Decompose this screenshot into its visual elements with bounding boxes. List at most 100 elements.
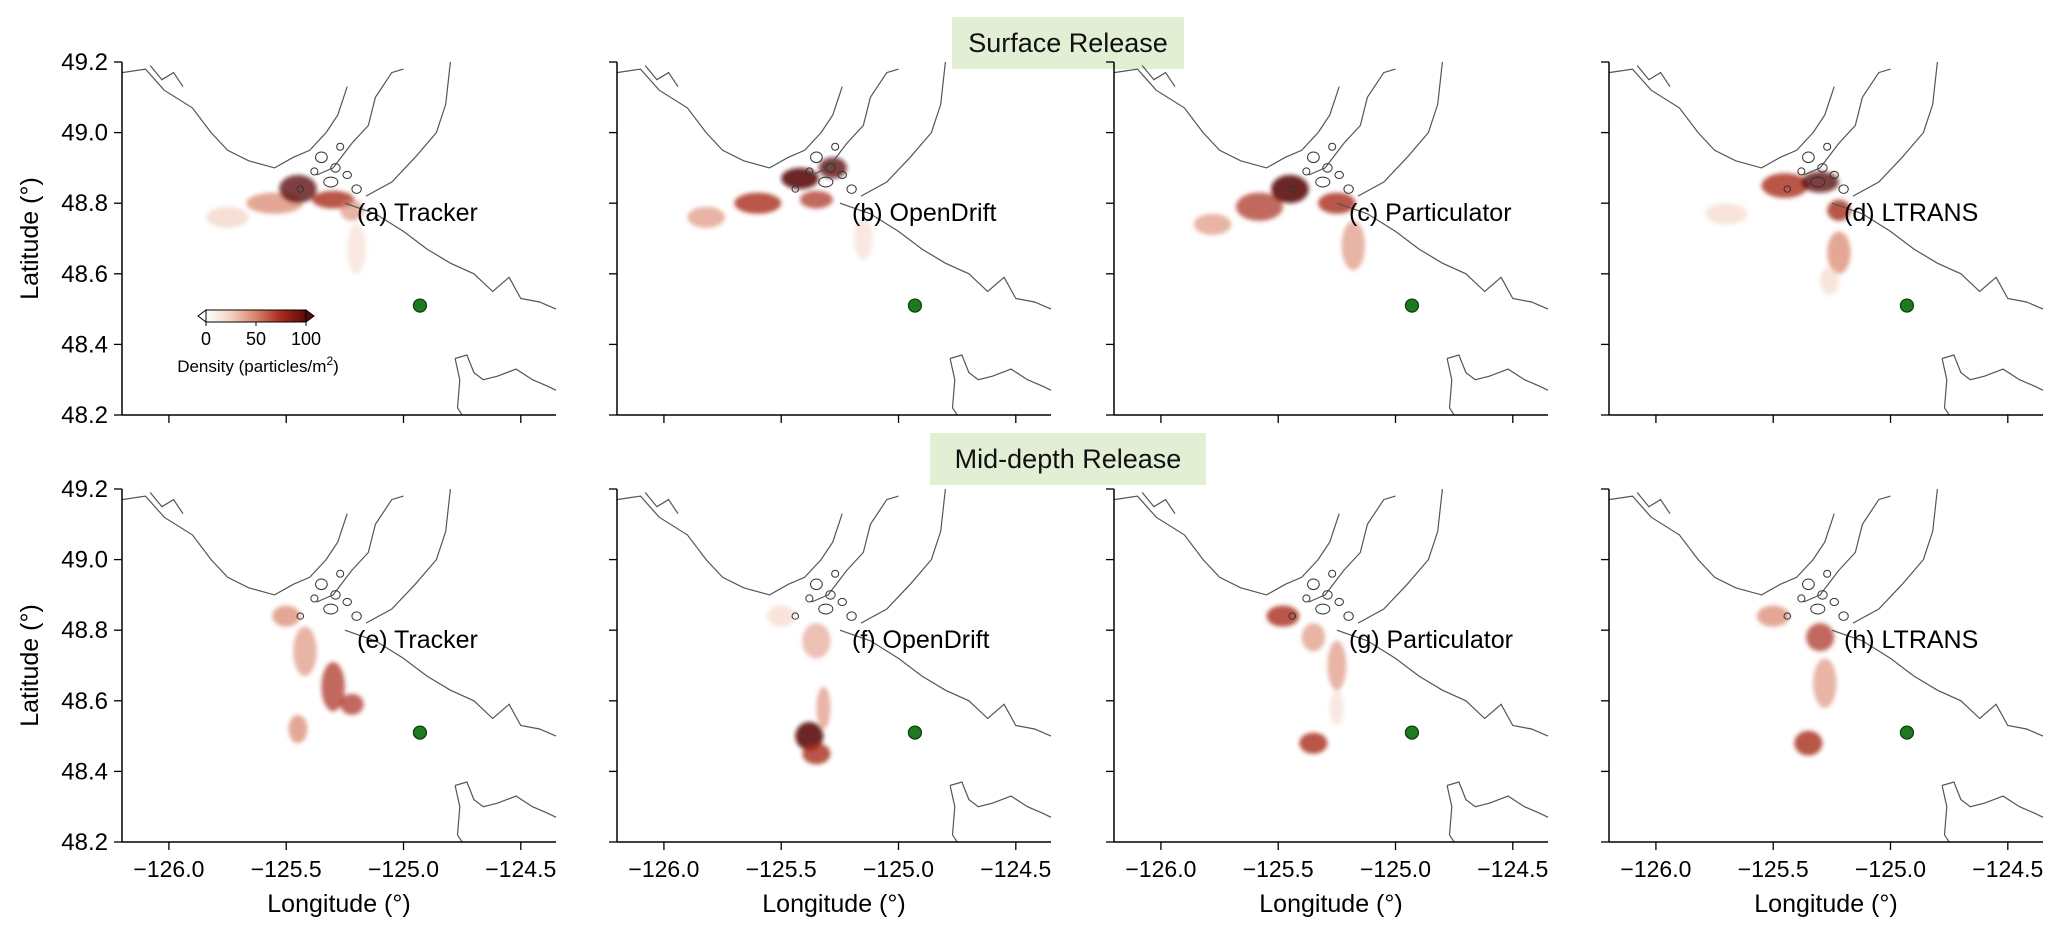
island-outline xyxy=(1817,590,1828,600)
island-outline xyxy=(846,611,857,621)
density-patch xyxy=(1705,203,1748,225)
y-axis-label: Latitude (°) xyxy=(16,177,44,300)
x-tick-label: −126.0 xyxy=(1125,856,1196,882)
coastline xyxy=(1308,495,1396,603)
island-outline xyxy=(1823,569,1832,578)
island-outline xyxy=(336,142,345,151)
island-outline xyxy=(1838,184,1849,194)
x-tick-label: −126.0 xyxy=(628,856,699,882)
coastline xyxy=(121,495,348,596)
island-outline xyxy=(296,185,305,193)
y-tick-label: 49.0 xyxy=(61,547,108,574)
island-outline xyxy=(1334,597,1344,606)
map-panel-6: −126.0 −125.5 −125.0 −124.5 Longitude (°) (g)… xyxy=(1106,488,1549,918)
density-patch xyxy=(1318,192,1356,214)
coastline xyxy=(1831,202,2044,310)
density-patch xyxy=(1327,640,1347,691)
coastline xyxy=(1941,358,1950,416)
coastline xyxy=(1446,785,1455,843)
density-patch xyxy=(802,623,831,659)
density-patch xyxy=(818,157,847,179)
coastline xyxy=(344,629,557,737)
coastline xyxy=(316,495,404,603)
panel-label: (a) Tracker xyxy=(357,199,478,227)
island-outline xyxy=(351,611,362,621)
island-outline xyxy=(330,590,341,600)
colorbar-tick-label: 50 xyxy=(246,329,266,349)
y-tick-label: 49.2 xyxy=(61,49,108,76)
density-plume xyxy=(1193,174,1366,271)
map-panel-4: −126.0 −125.5 −125.0 −124.5 Longitude (°) 48.… xyxy=(16,476,556,918)
coastline xyxy=(1336,202,1549,310)
density-patch xyxy=(1266,605,1300,627)
coastline xyxy=(1336,629,1549,737)
map-panel-0: 48.2 48.4 48.6 48.8 49.0 49.2 Latitude (°) (a) … xyxy=(16,49,557,429)
x-axis-label: Longitude (°) xyxy=(762,890,905,918)
island-outline xyxy=(1802,151,1815,164)
coastline xyxy=(949,781,1052,818)
map-panel-3: (d) LTRANS xyxy=(1601,61,2044,423)
island-outline xyxy=(1783,185,1792,193)
island-outline xyxy=(810,578,823,591)
panel-label: (f) OpenDrift xyxy=(852,626,990,654)
density-patch xyxy=(1820,266,1839,295)
panel-label: (h) LTRANS xyxy=(1844,626,1978,654)
x-tick-label: −125.0 xyxy=(368,856,439,882)
island-outline xyxy=(310,594,319,603)
coastline xyxy=(839,202,1052,310)
y-tick-label: 49.2 xyxy=(61,476,108,503)
island-outline xyxy=(837,170,847,179)
density-patch xyxy=(734,192,782,214)
density-patch xyxy=(340,693,364,715)
density-patch xyxy=(288,714,308,744)
density-patch xyxy=(1761,173,1809,198)
coastline xyxy=(1636,65,1671,88)
banner-surface-release: Surface Release xyxy=(952,17,1184,69)
coastline xyxy=(454,781,557,818)
density-patch xyxy=(853,217,873,260)
coastline xyxy=(316,68,404,176)
x-tick-label: −125.5 xyxy=(251,856,322,882)
station-marker xyxy=(1404,725,1420,740)
coastline xyxy=(1113,68,1340,169)
density-patch xyxy=(1271,174,1309,204)
station-marker xyxy=(412,725,428,740)
coastline xyxy=(1831,629,2044,737)
density-patch xyxy=(1341,220,1366,271)
island-outline xyxy=(1315,176,1331,188)
island-outline xyxy=(1343,611,1354,621)
density-plume xyxy=(272,605,364,744)
coastline xyxy=(1852,488,1938,624)
y-tick-label: 48.8 xyxy=(61,617,108,644)
coastline xyxy=(344,202,557,310)
banner-mid-depth-release: Mid-depth Release xyxy=(930,433,1206,485)
density-patch xyxy=(340,199,364,221)
island-outline xyxy=(1829,170,1839,179)
coastline xyxy=(644,492,679,515)
coastline xyxy=(860,61,946,197)
island-outline xyxy=(1288,612,1297,620)
x-tick-label: −124.5 xyxy=(980,856,1051,882)
station-marker xyxy=(907,725,923,740)
coastline xyxy=(860,488,946,624)
island-outline xyxy=(1823,142,1832,151)
y-tick-label: 49.0 xyxy=(61,120,108,147)
density-patch xyxy=(1827,199,1851,221)
map-panel-1: (b) OpenDrift xyxy=(609,61,1052,423)
density-patch xyxy=(1299,732,1328,754)
x-tick-label: −126.0 xyxy=(133,856,204,882)
y-tick-label: 48.2 xyxy=(61,402,108,429)
island-outline xyxy=(342,170,352,179)
y-tick-label: 48.6 xyxy=(61,688,108,715)
coastline xyxy=(1941,781,2044,818)
density-plume xyxy=(1756,605,1837,756)
coastline xyxy=(1446,781,1549,818)
y-tick-label: 48.4 xyxy=(61,758,108,785)
density-patch xyxy=(802,743,831,765)
colorbar-ramp xyxy=(205,309,307,323)
island-outline xyxy=(1838,611,1849,621)
island-outline xyxy=(330,163,341,173)
island-outline xyxy=(1343,184,1354,194)
